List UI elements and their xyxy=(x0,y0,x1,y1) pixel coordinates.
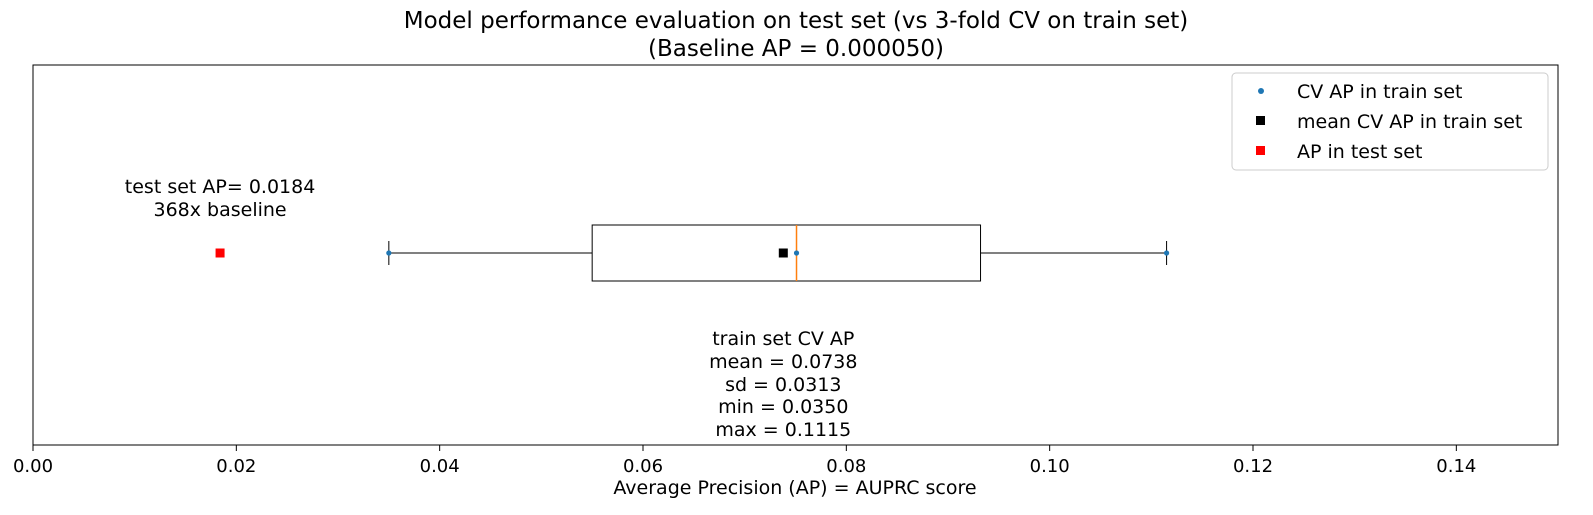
legend-marker-test-ap xyxy=(1256,146,1265,155)
x-tick-label: 0.08 xyxy=(826,456,866,477)
x-tick-label: 0.12 xyxy=(1233,456,1273,477)
x-axis-label: Average Precision (AP) = AUPRC score xyxy=(613,477,976,499)
x-axis: 0.00 0.02 0.04 0.06 0.08 0.10 0.12 0.14 xyxy=(13,445,1476,477)
plot-area-frame xyxy=(32,64,1559,446)
x-tick-label: 0.14 xyxy=(1436,456,1476,477)
mean-cv-ap-point xyxy=(778,248,788,258)
chart-title-line-1: Model performance evaluation on test set… xyxy=(404,8,1188,34)
legend: CV AP in train set mean CV AP in train s… xyxy=(1231,72,1549,171)
chart-title-line-2: (Baseline AP = 0.000050) xyxy=(648,36,944,62)
train-annotation-line: sd = 0.0313 xyxy=(725,374,841,396)
cv-ap-point xyxy=(386,250,392,256)
cv-ap-point xyxy=(1163,250,1170,256)
test-annotation: test set AP= 0.0184 368x baseline xyxy=(125,176,316,221)
train-annotation-line: max = 0.1115 xyxy=(715,419,851,441)
legend-label-test-ap: AP in test set xyxy=(1297,141,1422,163)
box-iqr xyxy=(591,224,982,282)
legend-marker-cv-ap xyxy=(1258,88,1264,94)
legend-marker-mean-cv-ap xyxy=(1256,116,1265,125)
x-tick-label: 0.00 xyxy=(13,456,53,477)
legend-frame xyxy=(1231,72,1549,171)
train-annotation-line: min = 0.0350 xyxy=(718,396,848,418)
data-points xyxy=(215,248,1170,258)
legend-label-cv-ap: CV AP in train set xyxy=(1297,81,1462,103)
x-tick-label: 0.10 xyxy=(1030,456,1070,477)
test-ap-point xyxy=(215,248,225,258)
train-annotation: train set CV AP mean = 0.0738 sd = 0.031… xyxy=(709,328,857,441)
test-annotation-line: 368x baseline xyxy=(153,199,286,221)
cv-ap-point xyxy=(793,250,800,256)
legend-label-mean-cv-ap: mean CV AP in train set xyxy=(1297,111,1522,133)
train-annotation-line: mean = 0.0738 xyxy=(709,351,857,373)
train-annotation-line: train set CV AP xyxy=(712,328,854,350)
test-annotation-line: test set AP= 0.0184 xyxy=(125,176,316,198)
box-plot xyxy=(388,224,1168,282)
x-tick-label: 0.06 xyxy=(623,456,663,477)
x-tick-label: 0.04 xyxy=(420,456,460,477)
x-tick-label: 0.02 xyxy=(216,456,256,477)
